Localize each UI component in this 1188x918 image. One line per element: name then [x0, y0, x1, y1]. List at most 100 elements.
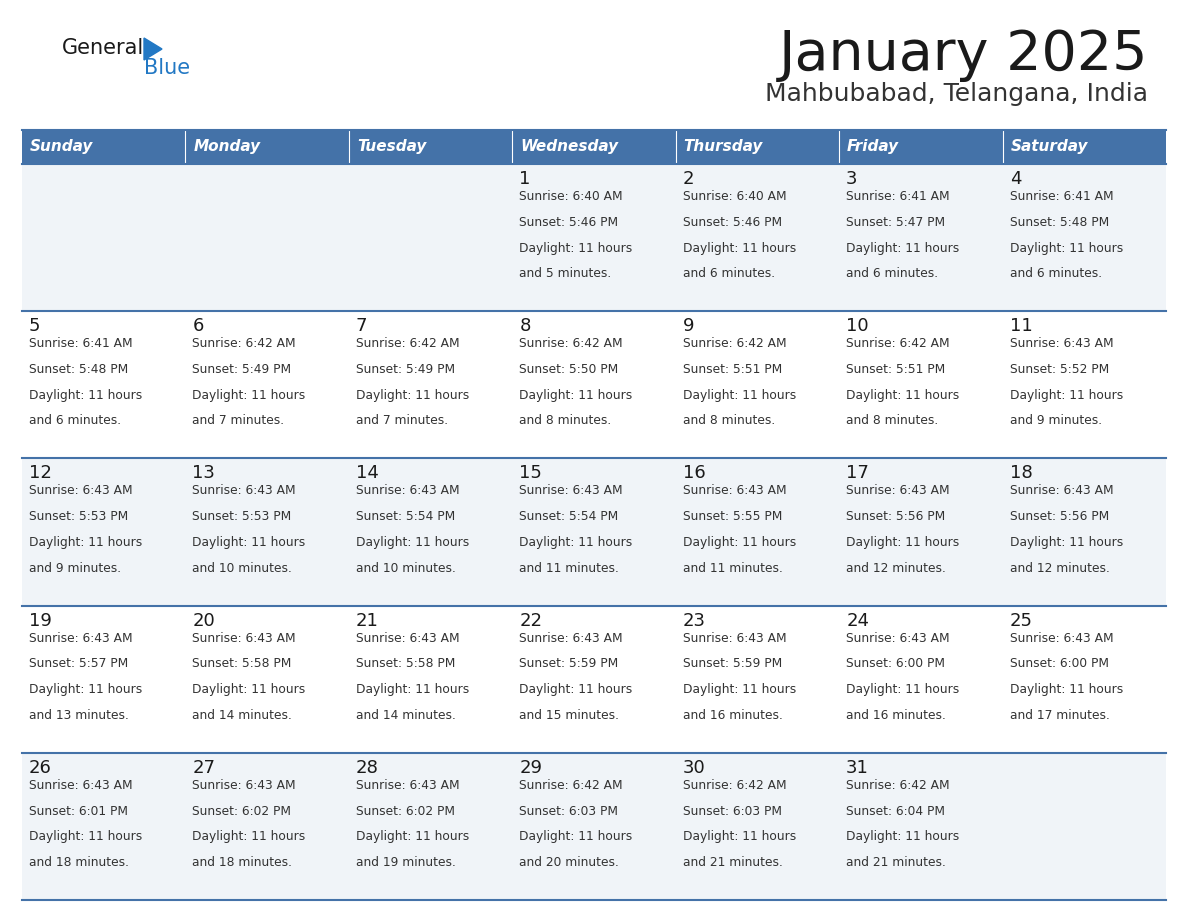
FancyBboxPatch shape [676, 130, 839, 164]
Text: Sunrise: 6:43 AM: Sunrise: 6:43 AM [192, 632, 296, 644]
Text: Sunset: 5:49 PM: Sunset: 5:49 PM [192, 363, 291, 376]
Text: Wednesday: Wednesday [520, 139, 619, 153]
Text: Daylight: 11 hours: Daylight: 11 hours [683, 241, 796, 254]
Text: and 10 minutes.: and 10 minutes. [356, 562, 456, 575]
Text: Sunset: 5:54 PM: Sunset: 5:54 PM [356, 510, 455, 523]
Text: and 7 minutes.: and 7 minutes. [356, 415, 448, 428]
Text: Sunset: 6:00 PM: Sunset: 6:00 PM [846, 657, 946, 670]
Text: and 16 minutes.: and 16 minutes. [846, 709, 946, 722]
Text: Sunset: 5:46 PM: Sunset: 5:46 PM [683, 216, 782, 229]
Text: and 9 minutes.: and 9 minutes. [1010, 415, 1101, 428]
Text: 2: 2 [683, 170, 694, 188]
Text: Mahbubabad, Telangana, India: Mahbubabad, Telangana, India [765, 82, 1148, 106]
Text: and 21 minutes.: and 21 minutes. [846, 856, 946, 869]
Text: Sunset: 6:03 PM: Sunset: 6:03 PM [519, 804, 618, 818]
Text: Sunrise: 6:42 AM: Sunrise: 6:42 AM [519, 778, 623, 792]
Text: Sunday: Sunday [30, 139, 94, 153]
Text: Sunset: 5:59 PM: Sunset: 5:59 PM [519, 657, 619, 670]
Text: 24: 24 [846, 611, 870, 630]
Text: Sunrise: 6:43 AM: Sunrise: 6:43 AM [1010, 632, 1113, 644]
Text: 8: 8 [519, 318, 531, 335]
Text: Sunset: 6:00 PM: Sunset: 6:00 PM [1010, 657, 1108, 670]
Text: Sunset: 6:02 PM: Sunset: 6:02 PM [192, 804, 291, 818]
Text: Sunrise: 6:43 AM: Sunrise: 6:43 AM [356, 632, 460, 644]
Text: Daylight: 11 hours: Daylight: 11 hours [192, 536, 305, 549]
Text: 22: 22 [519, 611, 542, 630]
Text: Sunset: 5:59 PM: Sunset: 5:59 PM [683, 657, 782, 670]
Text: Daylight: 11 hours: Daylight: 11 hours [846, 241, 960, 254]
Text: Sunset: 5:56 PM: Sunset: 5:56 PM [846, 510, 946, 523]
Text: 4: 4 [1010, 170, 1020, 188]
Text: Sunset: 5:58 PM: Sunset: 5:58 PM [356, 657, 455, 670]
FancyBboxPatch shape [23, 753, 1165, 900]
Text: and 15 minutes.: and 15 minutes. [519, 709, 619, 722]
Text: and 10 minutes.: and 10 minutes. [192, 562, 292, 575]
Text: Sunset: 6:01 PM: Sunset: 6:01 PM [29, 804, 128, 818]
Text: 15: 15 [519, 465, 542, 482]
Text: and 6 minutes.: and 6 minutes. [1010, 267, 1101, 280]
Text: Daylight: 11 hours: Daylight: 11 hours [519, 683, 632, 696]
Text: and 11 minutes.: and 11 minutes. [519, 562, 619, 575]
Text: 5: 5 [29, 318, 40, 335]
Text: Sunset: 5:46 PM: Sunset: 5:46 PM [519, 216, 619, 229]
Text: 28: 28 [356, 759, 379, 777]
Text: Sunrise: 6:42 AM: Sunrise: 6:42 AM [683, 337, 786, 350]
Text: Sunrise: 6:43 AM: Sunrise: 6:43 AM [846, 632, 949, 644]
Text: Sunset: 6:03 PM: Sunset: 6:03 PM [683, 804, 782, 818]
Text: Blue: Blue [144, 58, 190, 78]
Text: Sunrise: 6:41 AM: Sunrise: 6:41 AM [29, 337, 133, 350]
Text: and 18 minutes.: and 18 minutes. [29, 856, 129, 869]
Text: Sunrise: 6:43 AM: Sunrise: 6:43 AM [683, 485, 786, 498]
Text: Daylight: 11 hours: Daylight: 11 hours [846, 388, 960, 402]
Text: Daylight: 11 hours: Daylight: 11 hours [29, 830, 143, 844]
Text: Daylight: 11 hours: Daylight: 11 hours [356, 388, 469, 402]
Text: Daylight: 11 hours: Daylight: 11 hours [1010, 388, 1123, 402]
Text: Sunrise: 6:43 AM: Sunrise: 6:43 AM [356, 485, 460, 498]
Text: Daylight: 11 hours: Daylight: 11 hours [846, 683, 960, 696]
FancyBboxPatch shape [839, 130, 1003, 164]
Text: Sunset: 5:51 PM: Sunset: 5:51 PM [846, 363, 946, 376]
Text: Sunset: 5:48 PM: Sunset: 5:48 PM [29, 363, 128, 376]
Text: Saturday: Saturday [1011, 139, 1088, 153]
Text: Sunset: 5:57 PM: Sunset: 5:57 PM [29, 657, 128, 670]
Text: 31: 31 [846, 759, 868, 777]
Text: Sunrise: 6:43 AM: Sunrise: 6:43 AM [519, 632, 623, 644]
Text: Sunset: 6:04 PM: Sunset: 6:04 PM [846, 804, 946, 818]
Text: Sunrise: 6:43 AM: Sunrise: 6:43 AM [356, 778, 460, 792]
FancyBboxPatch shape [23, 606, 1165, 753]
FancyBboxPatch shape [23, 311, 1165, 458]
Text: Sunset: 5:52 PM: Sunset: 5:52 PM [1010, 363, 1108, 376]
Text: Daylight: 11 hours: Daylight: 11 hours [356, 830, 469, 844]
Text: and 14 minutes.: and 14 minutes. [356, 709, 456, 722]
Text: General: General [62, 38, 144, 58]
Text: Sunset: 5:49 PM: Sunset: 5:49 PM [356, 363, 455, 376]
Text: Daylight: 11 hours: Daylight: 11 hours [192, 388, 305, 402]
Text: Sunrise: 6:43 AM: Sunrise: 6:43 AM [846, 485, 949, 498]
Text: and 21 minutes.: and 21 minutes. [683, 856, 783, 869]
Text: 17: 17 [846, 465, 868, 482]
Text: 23: 23 [683, 611, 706, 630]
Text: Daylight: 11 hours: Daylight: 11 hours [519, 536, 632, 549]
Text: and 8 minutes.: and 8 minutes. [519, 415, 612, 428]
Text: and 13 minutes.: and 13 minutes. [29, 709, 128, 722]
Text: 29: 29 [519, 759, 542, 777]
FancyBboxPatch shape [23, 458, 1165, 606]
Text: 16: 16 [683, 465, 706, 482]
Text: and 20 minutes.: and 20 minutes. [519, 856, 619, 869]
Text: Daylight: 11 hours: Daylight: 11 hours [519, 241, 632, 254]
Text: 12: 12 [29, 465, 52, 482]
Text: Daylight: 11 hours: Daylight: 11 hours [356, 683, 469, 696]
Text: January 2025: January 2025 [778, 28, 1148, 82]
Text: Monday: Monday [194, 139, 260, 153]
Text: Sunrise: 6:43 AM: Sunrise: 6:43 AM [29, 632, 133, 644]
FancyBboxPatch shape [512, 130, 676, 164]
Text: Sunrise: 6:40 AM: Sunrise: 6:40 AM [519, 190, 623, 203]
Text: Sunrise: 6:42 AM: Sunrise: 6:42 AM [846, 337, 949, 350]
Text: 30: 30 [683, 759, 706, 777]
Text: 11: 11 [1010, 318, 1032, 335]
Text: Daylight: 11 hours: Daylight: 11 hours [1010, 241, 1123, 254]
Text: Daylight: 11 hours: Daylight: 11 hours [356, 536, 469, 549]
Text: Thursday: Thursday [684, 139, 763, 153]
Text: Sunset: 5:53 PM: Sunset: 5:53 PM [29, 510, 128, 523]
Text: Daylight: 11 hours: Daylight: 11 hours [519, 830, 632, 844]
